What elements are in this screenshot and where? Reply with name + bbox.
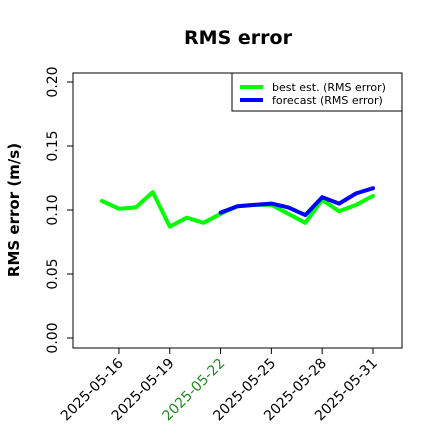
y-tick-label: 0.00	[45, 322, 61, 353]
x-axis: 2025-05-162025-05-192025-05-222025-05-25…	[58, 348, 381, 424]
y-tick-label: 0.20	[45, 66, 61, 97]
series-layer	[100, 186, 375, 229]
legend-label-best-est: best est. (RMS error)	[272, 81, 386, 94]
legend: best est. (RMS error) forecast (RMS erro…	[231, 72, 403, 112]
y-axis-label: RMS error (m/s)	[5, 143, 23, 277]
plot-frame	[72, 72, 403, 349]
series-line-forecast	[218, 186, 375, 218]
legend-box	[231, 72, 403, 112]
y-tick-label: 0.05	[45, 258, 61, 289]
chart-title: RMS error	[184, 27, 293, 49]
series-line-best-est	[100, 190, 375, 229]
y-tick-label: 0.10	[45, 194, 61, 225]
y-tick-label: 0.15	[45, 130, 61, 161]
legend-label-forecast: forecast (RMS error)	[272, 94, 383, 107]
y-axis: 0.00 0.05 0.10 0.15 0.20	[45, 66, 73, 354]
